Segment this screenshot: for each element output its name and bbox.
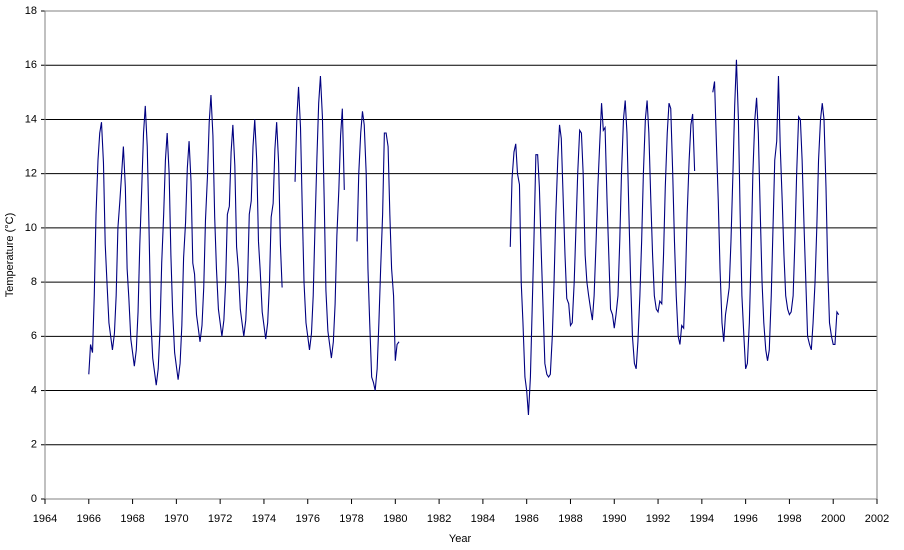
x-tick-label: 1964 (33, 513, 57, 525)
y-tick-label: 10 (25, 222, 37, 234)
x-tick-label: 1996 (733, 513, 757, 525)
y-tick-label: 0 (31, 493, 37, 505)
y-tick-label: 4 (31, 384, 37, 396)
y-tick-label: 2 (31, 439, 37, 451)
y-tick-label: 12 (25, 168, 37, 180)
x-tick-label: 2002 (865, 513, 889, 525)
x-tick-label: 1978 (339, 513, 363, 525)
x-tick-label: 1994 (690, 513, 714, 525)
y-tick-label: 16 (25, 59, 37, 71)
y-tick-label: 18 (25, 5, 37, 17)
x-tick-label: 1974 (252, 513, 276, 525)
x-tick-label: 1976 (295, 513, 319, 525)
y-tick-label: 8 (31, 276, 37, 288)
x-tick-label: 1992 (646, 513, 670, 525)
x-tick-label: 1990 (602, 513, 626, 525)
data-line (88, 59, 840, 415)
y-tick-label: 14 (25, 113, 37, 125)
x-tick-label: 1986 (514, 513, 538, 525)
x-tick-label: 1970 (164, 513, 188, 525)
x-tick-label: 2000 (821, 513, 845, 525)
x-tick-label: 1998 (777, 513, 801, 525)
x-tick-label: 1988 (558, 513, 582, 525)
x-tick-label: 1980 (383, 513, 407, 525)
x-tick-label: 1984 (471, 513, 495, 525)
x-tick-label: 1968 (120, 513, 144, 525)
x-tick-label: 1982 (427, 513, 451, 525)
y-axis-label: Temperature (°C) (4, 213, 16, 297)
y-tick-label: 6 (31, 330, 37, 342)
x-axis-label: Year (449, 533, 472, 545)
plot-frame (44, 10, 878, 500)
x-tick-label: 1972 (208, 513, 232, 525)
x-tick-label: 1966 (77, 513, 101, 525)
